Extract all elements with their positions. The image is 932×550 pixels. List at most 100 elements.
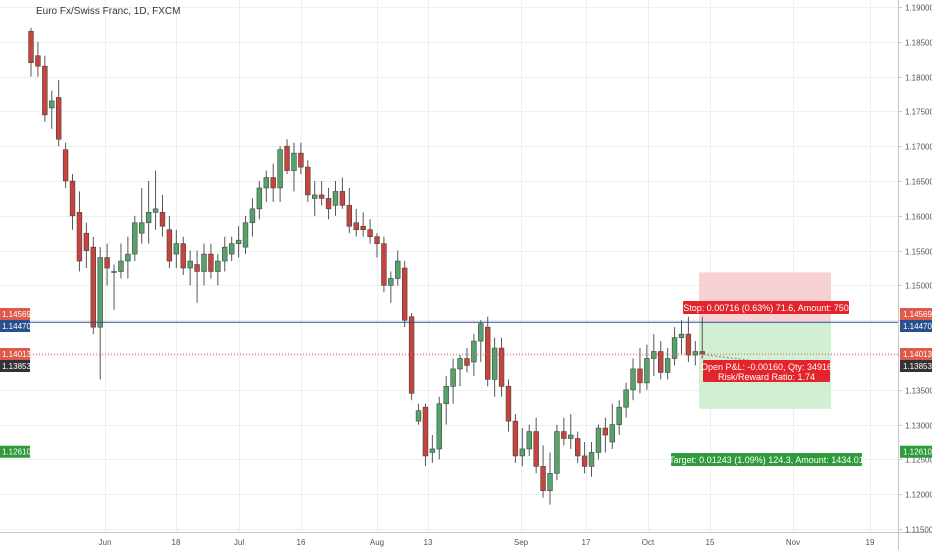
candle-body [616,406,622,425]
candle-body [256,187,263,210]
price-marker-left-box [0,360,30,372]
pnl-label: Open P&L: -0.00160, Qty: 34916Risk/Rewar… [701,360,832,382]
candle [415,403,422,425]
price-tick-label: 1.19000 [905,4,932,13]
candle [485,316,491,387]
price-axis[interactable]: 1.19000 1.18500 1.18000 1.17500 1.17000 1.165… [0,4,932,535]
candle-body [28,31,34,63]
candle [471,334,477,376]
time-tick-label: 16 [297,538,306,547]
price-marker-left-text: 1.12610 [2,448,31,457]
candle-body [471,340,477,363]
price-marker-right-text: 1.14013 [903,350,932,359]
candle [561,417,567,446]
candle-body [222,246,228,262]
candle-body [49,100,55,109]
candle-body [699,351,705,354]
candle [519,428,526,467]
candle [408,313,415,401]
candle-body [602,427,609,436]
price-marker-left-box [0,348,30,360]
candle-body [609,424,615,443]
candle-body [263,177,269,189]
candle-body [554,431,560,474]
candle [422,403,429,467]
time-tick-label: Jun [99,538,112,547]
candle-body [436,403,442,450]
candle [623,382,629,418]
candle-body [215,260,221,272]
candle [194,250,200,303]
candle-body [132,222,138,255]
price-marker-right-box [900,320,932,332]
price-tick-label: 1.15000 [905,282,932,291]
price-marker-left-text: 1.14013 [2,350,31,359]
price-tick-label: 1.12500 [905,456,932,465]
price-tick-label: 1.12000 [905,491,932,500]
candle [581,442,588,474]
price-marker: 1.12610 1.12610 [0,445,932,458]
price-tick-label: 1.17500 [905,108,932,117]
candle [125,236,131,279]
price-marker-right-text: 1.12610 [903,448,932,457]
candle [381,236,387,293]
candle-body [457,358,463,370]
candle-body [540,466,546,492]
candle-body [152,208,159,213]
pnl-label-text: Open P&L: -0.00160, Qty: 34916 [701,362,832,372]
candle-body [644,358,650,384]
time-axis[interactable]: Jun 18 Jul 16 Aug 13 Sep 17 Oct 15 Nov 19 [99,538,875,547]
candle [457,355,463,387]
price-marker: 1.14470 1.14470 [0,320,932,332]
candle-body [318,194,325,199]
candle [291,142,297,192]
time-tick-label: Sep [514,538,529,547]
candle [526,424,532,456]
candle [208,243,214,279]
candle [602,417,609,453]
candle-body [69,180,76,217]
candle [201,243,207,286]
candle-body [547,473,553,492]
price-tick-label: 1.16500 [905,178,932,187]
candle [374,233,380,258]
candle-body [125,253,131,262]
stop-zone[interactable] [699,272,831,323]
candle [49,90,55,129]
candle-body [284,145,290,171]
candle [678,320,685,355]
candle-body [111,271,117,273]
candle-body [388,278,394,286]
candle-body [526,431,532,450]
candle [222,236,228,272]
candle-body [623,389,629,408]
candle-body [485,326,491,380]
candle [145,181,152,244]
candle [235,226,242,258]
candle-body [574,438,581,457]
candle [540,445,546,498]
candle-body [90,246,96,328]
candle-body [429,448,436,453]
price-marker-right-box [900,348,932,360]
price-marker-right-box [900,360,932,372]
price-marker-left-box [0,320,30,332]
price-marker-left-box [0,308,30,320]
candle [388,271,394,303]
candle [346,187,353,234]
candle [651,334,657,376]
candle [256,181,263,220]
chart-title: Euro Fx/Swiss Franc, 1D, FXCM [36,6,180,17]
target-label: Target: 0.01243 (1.09%) 124.3, Amount: 1… [669,453,864,466]
candle [547,452,553,505]
price-marker: 1.14569 1.14569 [0,308,932,320]
price-tick-label: 1.15500 [905,248,932,257]
candle [83,222,90,268]
pnl-label-text: Risk/Reward Ratio: 1.74 [718,372,815,382]
candle [685,316,692,362]
candle [595,424,602,460]
candle [111,264,117,310]
candle [609,403,615,449]
candle-body [374,236,380,244]
